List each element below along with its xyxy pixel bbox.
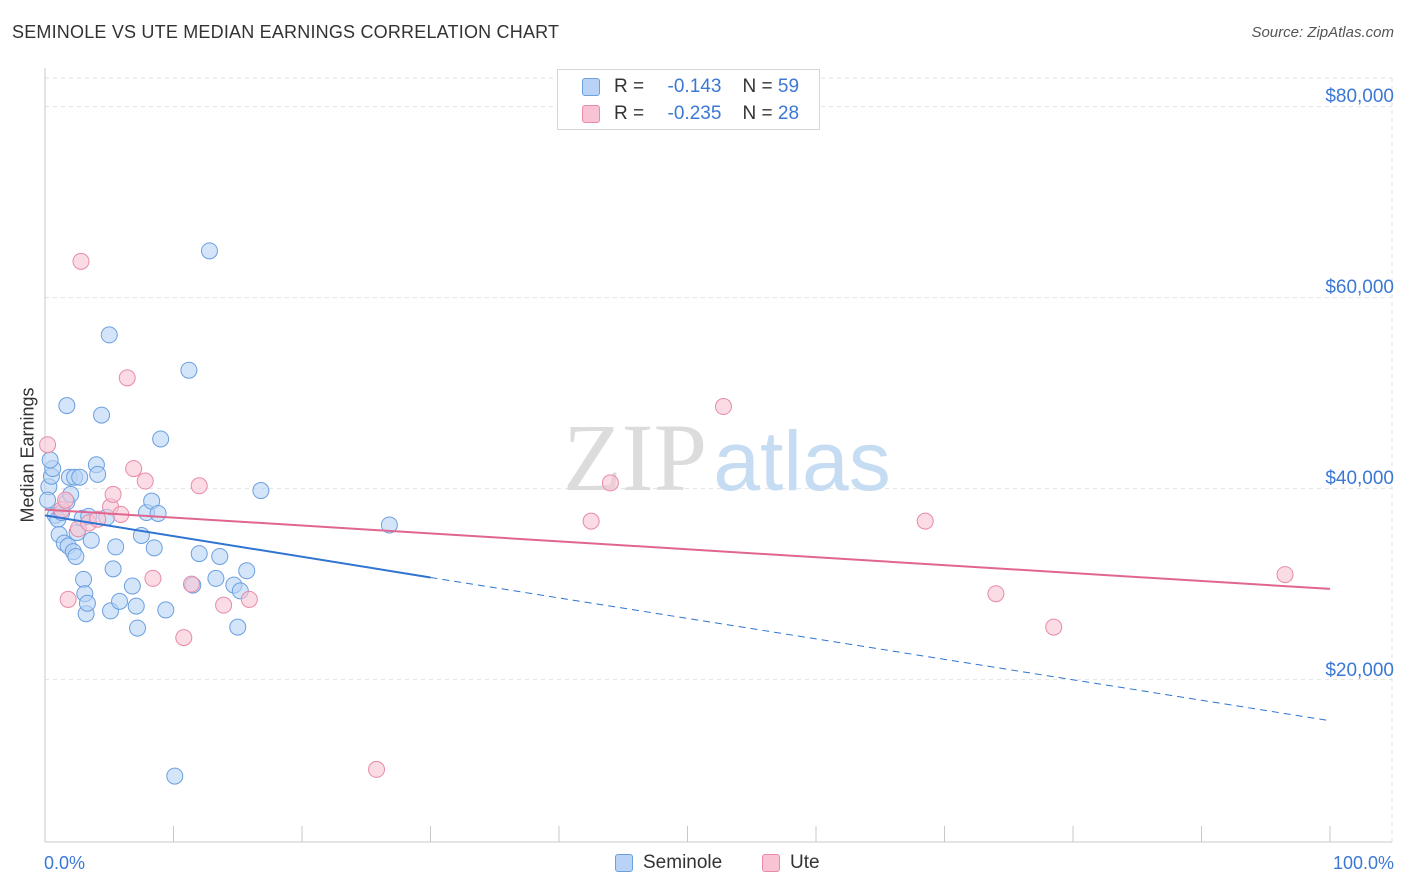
y-tick-label-20000: $20,000 — [1325, 660, 1394, 681]
ute-point — [987, 585, 1005, 603]
ute-point — [125, 460, 143, 478]
data-points — [39, 242, 1294, 785]
ute-point — [59, 590, 77, 608]
legend-n-value: 59 — [777, 76, 800, 97]
seminole-trendline — [44, 514, 431, 579]
seminole-point — [149, 504, 167, 522]
bottom-legend-ute: Ute — [762, 852, 820, 874]
seminole-point — [207, 569, 225, 587]
ute-point — [144, 569, 162, 587]
seminole-point — [152, 430, 170, 448]
legend-n-label: N = — [742, 76, 773, 97]
legend-r-value: -0.235 — [667, 103, 722, 124]
ute-point — [136, 472, 154, 490]
ute-point — [72, 252, 90, 270]
ute-point — [1045, 618, 1063, 636]
legend-r-value: -0.143 — [667, 76, 722, 97]
y-axis-label: Median Earnings — [17, 387, 38, 523]
chart-title: SEMINOLE VS UTE MEDIAN EARNINGS CORRELAT… — [12, 22, 560, 42]
seminole-point — [238, 562, 256, 580]
seminole-point — [104, 560, 122, 578]
seminole-point — [123, 577, 141, 595]
ute-point — [57, 491, 75, 509]
legend-row-ute: R = -0.235 N = 28 — [582, 102, 799, 126]
y-tick-label-40000: $40,000 — [1325, 468, 1394, 489]
seminole-point — [75, 570, 93, 588]
seminole-point — [100, 326, 118, 344]
ute-point — [916, 512, 934, 530]
y-tick-label-80000: $80,000 — [1325, 86, 1394, 107]
seminole-point — [129, 619, 147, 637]
watermark-zip: ZIP — [563, 404, 707, 511]
watermark: ZIP atlas — [563, 404, 891, 511]
ute-point — [182, 575, 200, 593]
legend-r-label: R = — [614, 76, 645, 97]
ute-point — [240, 590, 258, 608]
seminole-point — [39, 491, 57, 509]
ute-point — [175, 629, 193, 647]
seminole-trendline-extension — [430, 576, 1331, 722]
seminole-point — [127, 597, 145, 615]
seminole-point — [211, 547, 229, 565]
seminole-swatch — [582, 78, 600, 96]
legend-r-label: R = — [614, 103, 645, 124]
seminole-point — [107, 538, 125, 556]
seminole-point — [157, 601, 175, 619]
ute-swatch — [762, 854, 780, 872]
seminole-point — [67, 547, 85, 565]
legend-n-label: N = — [742, 103, 773, 124]
ute-trendline — [44, 508, 1331, 590]
ute-point — [215, 596, 233, 614]
x-tick-label-min: 0.0% — [44, 853, 86, 873]
seminole-point — [200, 242, 218, 260]
ute-swatch — [582, 105, 600, 123]
seminole-point — [41, 451, 59, 469]
seminole-point — [145, 539, 163, 557]
x-tick-label-max: 100.0% — [1332, 853, 1394, 873]
seminole-point — [82, 531, 100, 549]
seminole-point — [58, 397, 76, 415]
correlation-legend: R = -0.143 N = 59 R = -0.235 N = 28 — [557, 69, 820, 130]
seminole-point — [180, 361, 198, 379]
ute-point — [1276, 566, 1294, 584]
trendlines — [44, 508, 1331, 722]
seminole-point — [380, 516, 398, 534]
ute-point — [190, 477, 208, 495]
legend-row-seminole: R = -0.143 N = 59 — [582, 75, 799, 99]
seminole-point — [111, 592, 129, 610]
ute-point — [118, 369, 136, 387]
seminole-point — [93, 406, 111, 424]
y-tick-label-60000: $60,000 — [1325, 277, 1394, 298]
bottom-legend-seminole: Seminole — [615, 852, 722, 874]
legend-n-value: 28 — [777, 103, 800, 124]
seminole-point — [252, 482, 270, 500]
ute-point — [368, 760, 386, 778]
bottom-legend-seminole-label: Seminole — [643, 852, 723, 873]
ute-point — [714, 398, 732, 416]
source-label: Source: ZipAtlas.com — [1251, 24, 1394, 41]
seminole-point — [190, 545, 208, 563]
seminole-point — [229, 618, 247, 636]
watermark-atlas: atlas — [713, 414, 890, 508]
seminole-point — [166, 767, 184, 785]
bottom-legend-ute-label: Ute — [790, 852, 820, 873]
ute-point — [582, 512, 600, 530]
seminole-point — [89, 465, 107, 483]
seminole-point — [78, 594, 96, 612]
ute-point — [39, 436, 57, 454]
seminole-swatch — [615, 854, 633, 872]
seminole-point — [71, 468, 89, 486]
ute-point — [104, 485, 122, 503]
ute-point — [601, 474, 619, 492]
